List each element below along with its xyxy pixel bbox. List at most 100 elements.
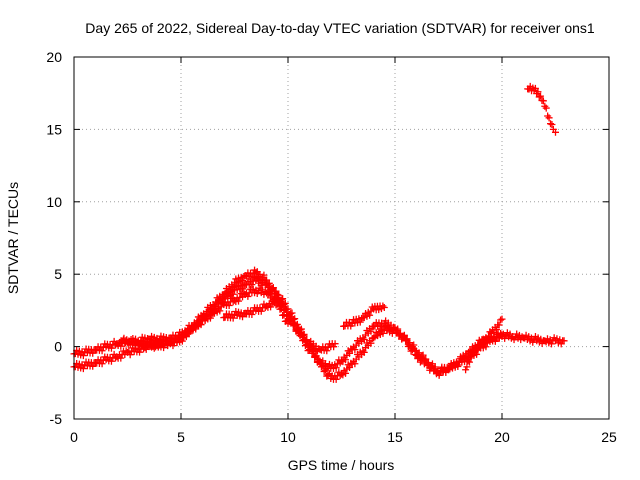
data-point (284, 311, 292, 319)
data-point-interp (342, 369, 350, 377)
data-point-interp (136, 348, 144, 356)
data-point-interp (98, 360, 106, 368)
x-tick-label: 25 (601, 429, 617, 445)
y-tick-label: 20 (46, 49, 62, 65)
data-point-interp (312, 352, 320, 360)
data-point (252, 269, 260, 277)
x-tick-label: 0 (70, 429, 78, 445)
x-tick-label: 5 (177, 429, 185, 445)
data-point-interp (239, 285, 247, 293)
data-point-interp (379, 323, 387, 331)
data-point-interp (542, 104, 550, 112)
data-point (188, 325, 196, 333)
data-point-interp (308, 349, 316, 357)
plot-border (73, 56, 610, 420)
data-point-interp (265, 279, 273, 287)
data-point-interp (395, 331, 403, 339)
data-point-interp (323, 347, 331, 355)
data-point-interp (311, 353, 319, 361)
y-tick-label: 0 (54, 339, 62, 355)
series-track-6 (462, 315, 506, 374)
data-point-interp (126, 351, 134, 359)
data-point-interp (296, 330, 304, 338)
data-point-interp (297, 328, 305, 336)
x-tick-label: 10 (280, 429, 296, 445)
data-point-interp (268, 285, 276, 293)
data-point-interp (464, 357, 472, 365)
data-point-interp (539, 97, 547, 105)
data-point-interp (474, 346, 482, 354)
data-point-interp (288, 314, 296, 322)
data-point-interp (465, 358, 473, 366)
data-point-interp (248, 311, 256, 319)
y-tick-label: 15 (46, 121, 62, 137)
data-point-interp (89, 362, 97, 370)
data-point-interp (431, 365, 439, 373)
data-point-interp (497, 331, 505, 339)
data-point-interp (534, 88, 542, 96)
data-point-interp (406, 341, 414, 349)
data-point-interp (367, 339, 375, 347)
y-axis-label: SDTVAR / TECUs (5, 182, 21, 294)
data-point-interp (267, 303, 275, 311)
data-point-interp (225, 301, 233, 309)
data-point-interp (454, 362, 462, 370)
data-point-interp (229, 314, 237, 322)
data-point-interp (547, 120, 555, 128)
data-point-interp (265, 289, 273, 297)
y-tick-label: 5 (54, 266, 62, 282)
data-point-interp (79, 352, 87, 360)
data-point-interp (410, 345, 418, 353)
data-point-interp (216, 307, 224, 315)
data-point (545, 114, 553, 122)
data-point-interp (257, 307, 265, 315)
data-point-interp (206, 314, 214, 322)
data-point-interp (411, 350, 419, 358)
data-point-interp (150, 344, 158, 352)
data-point-interp (287, 315, 295, 323)
data-point-interp (356, 318, 364, 326)
data-point-interp (367, 327, 375, 335)
data-point-interp (309, 348, 317, 356)
data-point-interp (303, 336, 311, 344)
data-point-interp (351, 346, 359, 354)
data-point-interp (304, 341, 312, 349)
data-point-interp (321, 366, 329, 374)
data-point-interp (229, 290, 237, 298)
data-point-interp (217, 295, 225, 303)
data-point (273, 296, 281, 304)
data-point-interp (482, 343, 490, 351)
data-point-interp (169, 342, 177, 350)
data-point (331, 340, 339, 348)
data-point-interp (366, 311, 374, 319)
data-point-interp (346, 364, 354, 372)
data-point-interp (495, 321, 503, 329)
data-point-interp (79, 365, 87, 373)
data-point-interp (229, 283, 237, 291)
data-point-interp (548, 121, 556, 129)
data-point-interp (408, 346, 416, 354)
data-point-interp (497, 316, 505, 324)
data-point-interp (291, 320, 299, 328)
x-axis-label: GPS time / hours (288, 457, 395, 473)
data-point-interp (342, 356, 350, 364)
data-point-interp (483, 336, 491, 344)
data-point-interp (535, 93, 543, 101)
data-point-interp (360, 348, 368, 356)
data-point-interp (185, 330, 193, 338)
data-point-interp (160, 344, 168, 352)
data-point-interp (379, 302, 387, 310)
data-point-interp (98, 347, 106, 355)
data-point-interp (435, 371, 443, 379)
data-point-interp (280, 306, 288, 314)
data-point-interp (360, 336, 368, 344)
series-track-4 (220, 295, 339, 355)
data-point-interp (268, 292, 276, 300)
data-point-interp (403, 337, 411, 345)
data-point-interp (394, 325, 402, 333)
data-point-interp (379, 329, 387, 337)
data-point-interp (107, 357, 115, 365)
data-point (498, 332, 506, 340)
